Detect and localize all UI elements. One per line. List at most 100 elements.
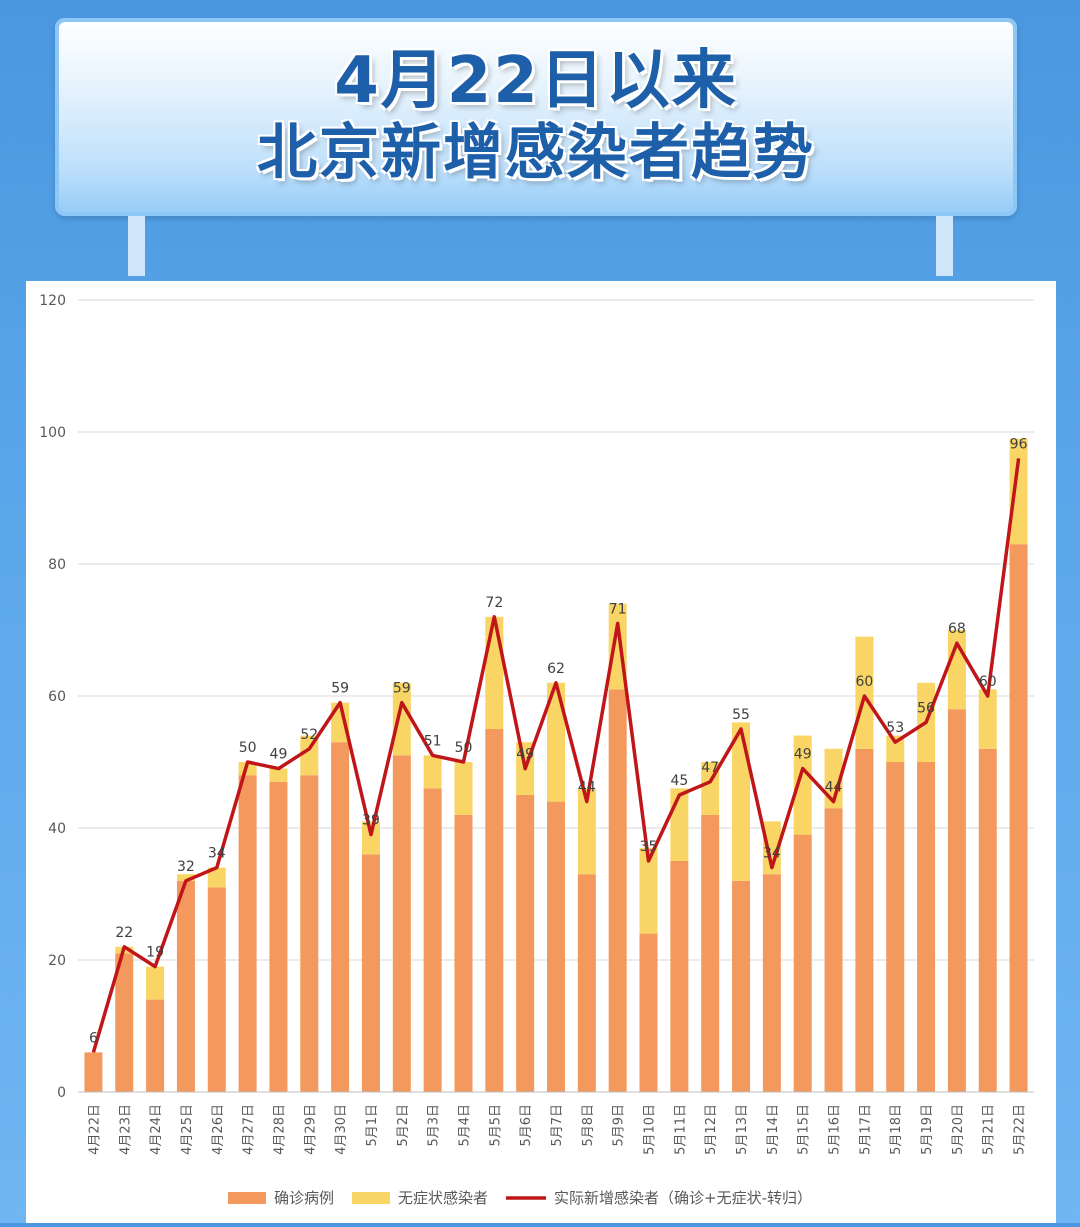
bar-confirmed bbox=[670, 861, 689, 1092]
x-tick-label: 4月25日 bbox=[180, 1104, 195, 1155]
legend-label-confirmed: 确诊病例 bbox=[274, 1189, 334, 1207]
bar-confirmed bbox=[331, 742, 350, 1092]
bar-confirmed bbox=[392, 755, 411, 1092]
x-tick-label: 4月26日 bbox=[211, 1104, 226, 1155]
data-label: 44 bbox=[578, 780, 596, 796]
legend-label-line: 实际新增感染者（确诊+无症状-转归） bbox=[554, 1189, 812, 1207]
data-label: 34 bbox=[208, 846, 226, 862]
data-label: 49 bbox=[794, 747, 812, 763]
x-tick-label: 5月11日 bbox=[673, 1104, 688, 1155]
data-label: 39 bbox=[362, 813, 380, 829]
bar-asymptomatic bbox=[146, 966, 165, 1000]
x-tick-label: 5月4日 bbox=[457, 1104, 472, 1147]
bar-confirmed bbox=[238, 775, 257, 1092]
data-label: 19 bbox=[146, 945, 164, 961]
bar-confirmed bbox=[300, 775, 319, 1092]
bar-confirmed bbox=[855, 748, 874, 1092]
bar-asymptomatic bbox=[176, 874, 195, 881]
bar-asymptomatic bbox=[886, 735, 905, 762]
data-label: 59 bbox=[331, 681, 349, 697]
bar-confirmed bbox=[608, 689, 627, 1092]
data-label: 34 bbox=[763, 846, 781, 862]
x-tick-label: 5月17日 bbox=[858, 1104, 873, 1155]
data-label: 59 bbox=[393, 681, 411, 697]
data-label: 60 bbox=[979, 674, 997, 690]
bar-asymptomatic bbox=[762, 821, 781, 875]
data-label: 49 bbox=[516, 747, 534, 763]
x-tick-label: 5月3日 bbox=[427, 1104, 442, 1147]
bar-confirmed bbox=[207, 887, 226, 1092]
bar-asymptomatic bbox=[485, 616, 504, 729]
bar-confirmed bbox=[516, 795, 535, 1092]
data-label: 52 bbox=[300, 727, 318, 743]
data-label: 45 bbox=[670, 773, 688, 789]
bar-confirmed bbox=[361, 854, 380, 1092]
x-tick-label: 5月9日 bbox=[612, 1104, 627, 1147]
bar-confirmed bbox=[577, 874, 596, 1092]
data-label: 35 bbox=[640, 839, 658, 855]
bar-asymptomatic bbox=[824, 748, 843, 809]
bar-asymptomatic bbox=[793, 735, 812, 835]
x-tick-label: 5月2日 bbox=[396, 1104, 411, 1147]
data-label: 53 bbox=[886, 720, 904, 736]
data-label: 32 bbox=[177, 859, 195, 875]
title-line-2: 北京新增感染者趋势 bbox=[257, 118, 815, 188]
bar-asymptomatic bbox=[361, 821, 380, 855]
data-label: 6 bbox=[89, 1030, 98, 1046]
bar-asymptomatic bbox=[670, 788, 689, 861]
bar-confirmed bbox=[824, 808, 843, 1092]
data-label: 51 bbox=[424, 733, 442, 749]
bar-asymptomatic bbox=[547, 682, 565, 802]
bar-asymptomatic bbox=[978, 689, 997, 749]
x-tick-label: 5月8日 bbox=[581, 1104, 596, 1147]
x-tick-label: 4月22日 bbox=[87, 1104, 102, 1155]
x-tick-label: 5月21日 bbox=[982, 1104, 997, 1155]
x-tick-label: 5月14日 bbox=[766, 1104, 781, 1155]
legend-swatch-confirmed bbox=[228, 1192, 266, 1204]
x-tick-label: 4月23日 bbox=[118, 1104, 133, 1155]
bar-asymptomatic bbox=[392, 682, 411, 756]
y-tick-label: 0 bbox=[57, 1085, 66, 1101]
legend-label-asymptomatic: 无症状感染者 bbox=[398, 1189, 488, 1207]
data-label: 49 bbox=[270, 747, 288, 763]
data-label: 55 bbox=[732, 707, 750, 723]
bar-confirmed bbox=[115, 953, 134, 1092]
bar-asymptomatic bbox=[423, 755, 442, 789]
data-label: 71 bbox=[609, 601, 627, 617]
bar-asymptomatic bbox=[454, 762, 473, 815]
x-tick-label: 5月6日 bbox=[519, 1104, 534, 1147]
data-label: 47 bbox=[701, 760, 719, 776]
y-tick-label: 20 bbox=[48, 953, 66, 969]
line-actual-new bbox=[91, 458, 1021, 1053]
bar-confirmed bbox=[793, 834, 812, 1092]
x-tick-label: 4月27日 bbox=[242, 1104, 257, 1155]
x-tick-label: 5月10日 bbox=[643, 1104, 658, 1155]
trend-chart: 0 20 40 60 80 100 120 6 22 19 32 34 50 49 52 59 39 59 51 50… bbox=[39, 293, 1034, 1207]
bar-confirmed bbox=[886, 762, 905, 1092]
legend-swatch-asymptomatic bbox=[352, 1192, 390, 1204]
title-line-1: 4月22日以来 bbox=[334, 44, 738, 118]
chart-panel: 0 20 40 60 80 100 120 6 22 19 32 34 50 49 52 59 39 59 51 50… bbox=[26, 281, 1056, 1223]
data-label: 44 bbox=[825, 780, 843, 796]
bar-confirmed bbox=[978, 748, 997, 1092]
x-tick-label: 5月19日 bbox=[920, 1104, 935, 1155]
bar-asymptomatic bbox=[207, 867, 226, 888]
bar-confirmed bbox=[1009, 544, 1028, 1092]
x-tick-label: 5月15日 bbox=[797, 1104, 812, 1155]
bar-confirmed bbox=[423, 788, 442, 1092]
bar-confirmed bbox=[269, 781, 288, 1092]
x-tick-label: 5月12日 bbox=[704, 1104, 719, 1155]
bar-confirmed bbox=[917, 762, 936, 1092]
data-label: 50 bbox=[239, 740, 257, 756]
bar-confirmed bbox=[485, 729, 504, 1092]
bar-asymptomatic bbox=[577, 788, 596, 875]
y-tick-label: 60 bbox=[48, 689, 66, 705]
banner-post-left bbox=[128, 216, 145, 276]
bar-confirmed bbox=[639, 933, 658, 1092]
banner-post-right bbox=[936, 216, 953, 276]
bar-confirmed bbox=[547, 801, 565, 1092]
bar-asymptomatic bbox=[639, 847, 658, 934]
bar-asymptomatic bbox=[855, 636, 874, 749]
x-tick-label: 5月5日 bbox=[488, 1104, 503, 1147]
bar-confirmed bbox=[84, 1052, 103, 1092]
